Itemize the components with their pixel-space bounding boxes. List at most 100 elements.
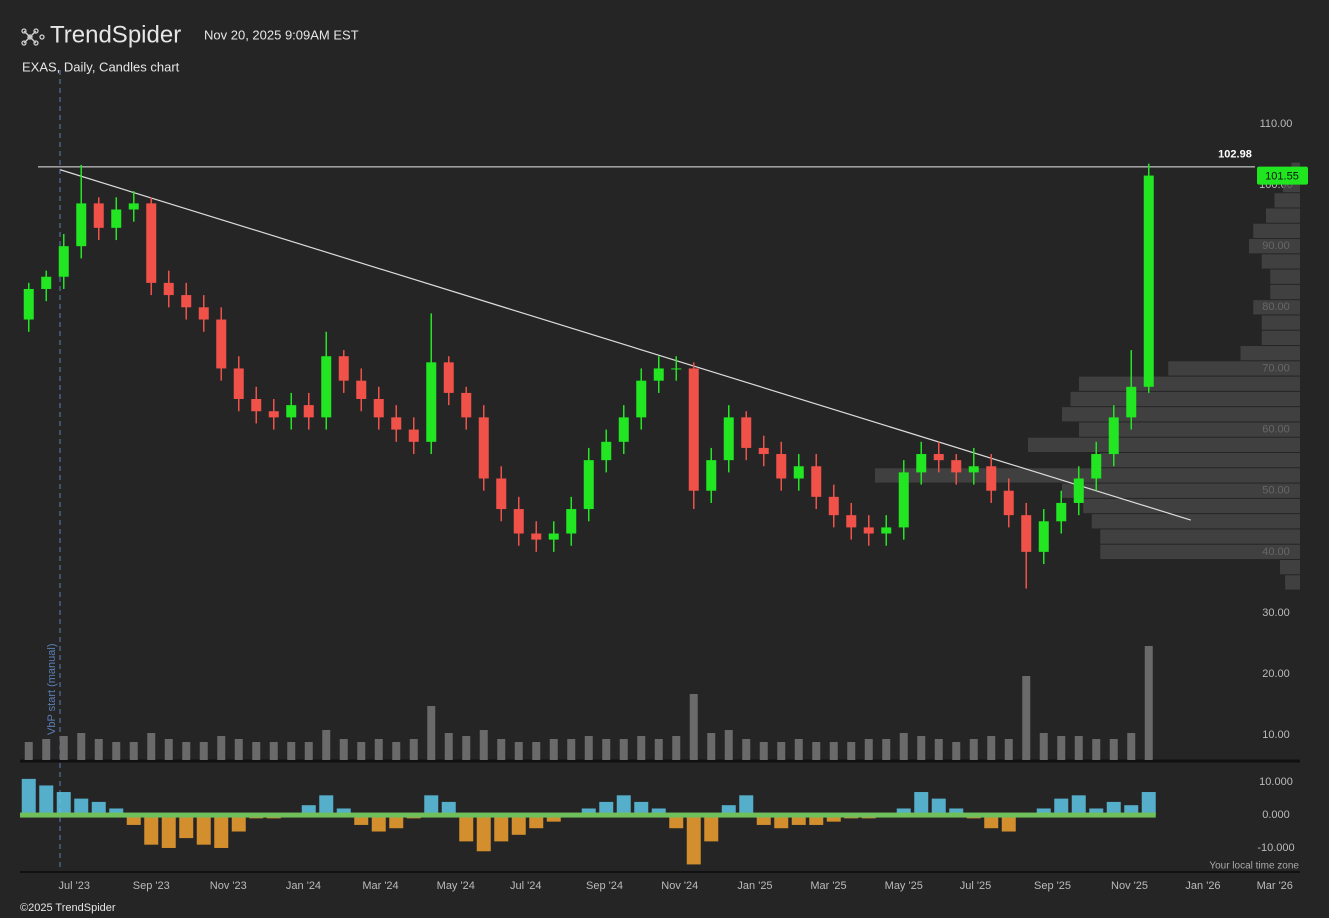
volume-profile-bar [1280,559,1300,575]
volume-bar [532,742,541,760]
volume-profile-bar [1261,254,1300,269]
volume-profile-bar [1062,483,1300,498]
candle-body [443,362,454,393]
candle-body [23,288,34,320]
oscillator-bar [616,795,631,816]
volume-profile-bar [1028,437,1300,453]
vbp-label: VbP start (manual) [46,643,58,735]
volume-bar [637,736,646,760]
volume-bar [217,736,226,760]
volume-profile-bar [1285,575,1300,590]
candle-body [513,509,524,534]
volume-bar [899,733,908,760]
volume-bar [129,742,138,760]
volume-bar [584,736,593,760]
volume-bar [427,706,436,760]
candle-body [41,276,52,289]
oscillator-bar [459,815,474,842]
candle-body [933,454,944,461]
volume-bar [777,742,786,760]
volume-profile-bar [1100,529,1300,544]
candle-body [338,356,349,381]
candle-body [268,411,279,418]
volume-bar [759,742,768,760]
candle-body [776,454,787,479]
candle-body [426,362,437,442]
oscillator-bar [336,808,351,816]
candle-body [601,441,612,461]
volume-profile-bar [1261,330,1300,346]
oscillator-bar [896,808,911,816]
last-price-label: 101.55 [1265,170,1299,182]
candle-body [636,380,647,418]
oscillator-bar [511,815,526,835]
candle-body [286,405,297,418]
candle-body [1038,521,1049,552]
oscillator-bar [319,795,334,816]
candle-body [863,527,874,534]
oscillator-bar [581,808,596,816]
y-tick-label: -10.000 [1257,842,1294,854]
oscillator-bar [756,815,771,825]
oscillator-bar [354,815,369,825]
volume-profile-bar [1100,453,1300,468]
volume-bar [252,742,261,760]
volume-bar [514,742,523,760]
trendline [60,169,1191,521]
logo [21,28,45,46]
zero-line [20,812,1156,818]
oscillator-bar [126,815,141,825]
volume-bar [1004,739,1013,760]
oscillator-bar [74,798,89,816]
oscillator-bar [949,808,964,816]
volume-profile-bar [1266,208,1300,223]
oscillator-bar [774,815,789,829]
volume-bar [812,742,821,760]
candle-body [968,466,979,473]
footer: ©2025 TrendSpider [20,902,116,914]
oscillator-bar [1036,808,1051,816]
oscillator-bar [1054,798,1069,816]
oscillator-bar [144,815,159,845]
oscillator-bar [91,801,106,816]
candle-body [723,417,734,461]
x-tick-label: Jan '24 [286,880,321,892]
volume-bar [112,742,121,760]
oscillator-bar [599,801,614,816]
candle-body [846,515,857,528]
volume-bar [1057,736,1066,760]
candle-body [128,203,139,210]
volume-bar [882,739,891,760]
volume-profile-bar [1270,284,1300,300]
candle-body [216,319,227,369]
oscillator-bar [109,808,124,816]
volume-bar [619,739,628,760]
oscillator-bar [686,815,701,865]
x-tick-label: Jan '26 [1185,880,1220,892]
volume-profile-bar [1091,514,1300,529]
volume-bar [374,739,383,760]
candle-body [408,429,419,442]
candle-body [618,417,629,442]
volume-bar [917,736,926,760]
y-tick-label: 20.00 [1262,668,1290,680]
oscillator-bar [704,815,719,842]
volume-bar [969,739,978,760]
candle-body [198,307,209,320]
timestamp: Nov 20, 2025 9:09AM EST [204,27,359,42]
x-tick-label: Jan '25 [737,880,772,892]
volume-bar [182,742,191,760]
volume-profile-bar [1100,544,1300,559]
oscillator-bar [1089,808,1104,816]
oscillator-bar [721,805,736,816]
candle-body [478,417,489,479]
y-tick-label: 10.000 [1259,776,1293,788]
oscillator-bar [179,815,194,839]
candle-body [181,295,192,308]
volume-bar [269,742,278,760]
y-tick-label: 30.00 [1262,607,1290,619]
oscillator-bar [1071,795,1086,816]
x-tick-label: Jul '25 [960,880,991,892]
candle-body [653,368,664,381]
volume-bar [724,730,733,760]
